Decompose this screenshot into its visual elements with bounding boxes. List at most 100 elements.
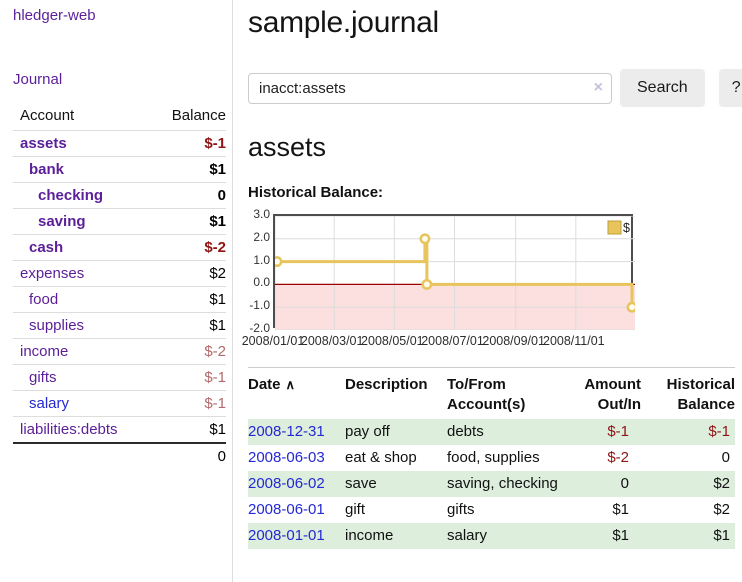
- account-row: income $-2: [13, 338, 226, 365]
- data-point-marker: [275, 256, 283, 268]
- transaction-row: 2008-12-31 pay off debts $-1 $-1: [248, 419, 735, 445]
- transaction-amount: $-1: [607, 423, 629, 440]
- app-title-link[interactable]: hledger-web: [13, 7, 96, 24]
- x-tick-label: 2008/11/01: [542, 334, 605, 348]
- transaction-description: income: [345, 527, 394, 544]
- account-balance: $1: [153, 286, 226, 313]
- transaction-accounts: salary: [447, 527, 488, 544]
- transaction-accounts: saving, checking: [447, 475, 558, 492]
- search-bar: × Search ?: [248, 69, 742, 107]
- account-link[interactable]: saving: [38, 213, 86, 230]
- transaction-date-link[interactable]: 2008-06-02: [248, 475, 325, 492]
- legend-label: $: [623, 221, 630, 235]
- register-col-description: Description: [345, 376, 428, 393]
- transaction-date-link[interactable]: 2008-12-31: [248, 423, 325, 440]
- transaction-date-link[interactable]: 2008-06-03: [248, 449, 325, 466]
- account-row: liabilities:debts $1: [13, 416, 226, 443]
- transaction-balance: $2: [713, 475, 730, 492]
- account-row: cash $-2: [13, 234, 226, 261]
- legend-swatch: [607, 220, 622, 235]
- accounts-table: Account Balance assets $-1 bank $1 checking 0…: [13, 103, 226, 469]
- register-col-amount: Amount Out/In: [584, 376, 641, 413]
- y-tick-label: 1.0: [253, 252, 270, 267]
- y-tick-label: -1.0: [249, 298, 270, 313]
- register-header-row: Date ∧ Description To/From Account(s) Amo…: [248, 368, 735, 420]
- chart-title: Historical Balance:: [248, 184, 384, 201]
- transaction-amount: $1: [612, 527, 629, 544]
- sidebar-item-journal[interactable]: Journal: [13, 71, 63, 88]
- x-tick-label: 2008/05/01: [361, 334, 424, 348]
- y-tick-label: 2.0: [253, 229, 270, 244]
- account-link[interactable]: expenses: [20, 265, 85, 282]
- accounts-total-row: 0: [13, 442, 226, 469]
- account-row: supplies $1: [13, 312, 226, 339]
- account-row: saving $1: [13, 208, 226, 235]
- transaction-row: 2008-06-02 save saving, checking 0 $2: [248, 471, 735, 497]
- account-balance: $-1: [153, 130, 226, 157]
- chart-plot-area: $: [273, 214, 635, 330]
- transaction-accounts: gifts: [447, 501, 475, 518]
- transaction-row: 2008-06-01 gift gifts $1 $2: [248, 497, 735, 523]
- account-row: assets $-1: [13, 130, 226, 157]
- chart-svg: $: [275, 216, 635, 330]
- transaction-date-link[interactable]: 2008-01-01: [248, 527, 325, 544]
- page-title: sample.journal: [248, 6, 439, 39]
- accounts-total-value: 0: [153, 442, 226, 469]
- account-row: bank $1: [13, 156, 226, 183]
- accounts-col-balance: Balance: [153, 103, 226, 131]
- account-link[interactable]: cash: [29, 239, 64, 256]
- transaction-amount: $1: [612, 501, 629, 518]
- account-balance: $-2: [153, 338, 226, 365]
- account-balance: $-1: [153, 390, 226, 417]
- x-tick-label: 2008/09/01: [482, 334, 545, 348]
- account-link[interactable]: income: [20, 343, 69, 360]
- account-balance: $-2: [153, 234, 226, 261]
- register-sort-date[interactable]: Date ∧: [248, 376, 296, 393]
- transaction-accounts: food, supplies: [447, 449, 540, 466]
- account-row: food $1: [13, 286, 226, 313]
- transaction-description: save: [345, 475, 377, 492]
- account-row: checking 0: [13, 182, 226, 209]
- account-link[interactable]: salary: [29, 395, 70, 412]
- historical-balance-chart: 3.0 2.0 1.0 0.0 -1.0 -2.0 $ 2008/01/01 2008/03…: [242, 205, 735, 350]
- register-col-balance: Historical Balance: [666, 376, 735, 413]
- account-balance: $-1: [153, 364, 226, 391]
- account-link[interactable]: bank: [29, 161, 65, 178]
- transaction-description: gift: [345, 501, 366, 518]
- transaction-date-link[interactable]: 2008-06-01: [248, 501, 325, 518]
- transaction-description: pay off: [345, 423, 390, 440]
- account-link[interactable]: checking: [38, 187, 104, 204]
- account-balance: $1: [153, 312, 226, 339]
- data-point-marker: [626, 301, 635, 313]
- account-link[interactable]: gifts: [29, 369, 57, 386]
- transaction-row: 2008-01-01 income salary $1 $1: [248, 523, 735, 549]
- transaction-accounts: debts: [447, 423, 484, 440]
- account-link[interactable]: liabilities:debts: [20, 421, 118, 438]
- account-heading: assets: [248, 132, 327, 162]
- help-button[interactable]: ?: [718, 69, 742, 107]
- transaction-amount: 0: [620, 475, 629, 492]
- transaction-balance: 0: [721, 449, 730, 466]
- register-col-accounts: To/From Account(s): [447, 376, 526, 413]
- y-tick-label: -2.0: [249, 321, 270, 335]
- transaction-balance: $-1: [708, 423, 730, 440]
- y-tick-label: 3.0: [253, 207, 270, 221]
- search-input[interactable]: [248, 72, 612, 104]
- account-row: expenses $2: [13, 260, 226, 287]
- transaction-amount: $-2: [607, 449, 629, 466]
- search-button[interactable]: Search: [620, 69, 705, 107]
- transaction-balance: $2: [713, 501, 730, 518]
- account-balance: 0: [153, 182, 226, 209]
- account-link[interactable]: supplies: [29, 317, 85, 334]
- x-tick-label: 2008/01/01: [241, 334, 305, 348]
- account-link[interactable]: food: [29, 291, 59, 308]
- account-balance: $1: [153, 208, 226, 235]
- accounts-col-account: Account: [13, 103, 154, 131]
- chart-y-axis: 3.0 2.0 1.0 0.0 -1.0 -2.0: [248, 205, 270, 335]
- data-point-marker: [421, 278, 433, 290]
- x-tick-label: 2008/07/01: [421, 334, 484, 348]
- account-link[interactable]: assets: [20, 135, 67, 152]
- sidebar: hledger-web Journal Account Balance asse…: [0, 0, 233, 582]
- register-table: Date ∧ Description To/From Account(s) Amo…: [248, 367, 735, 549]
- clear-search-icon[interactable]: ×: [593, 78, 603, 96]
